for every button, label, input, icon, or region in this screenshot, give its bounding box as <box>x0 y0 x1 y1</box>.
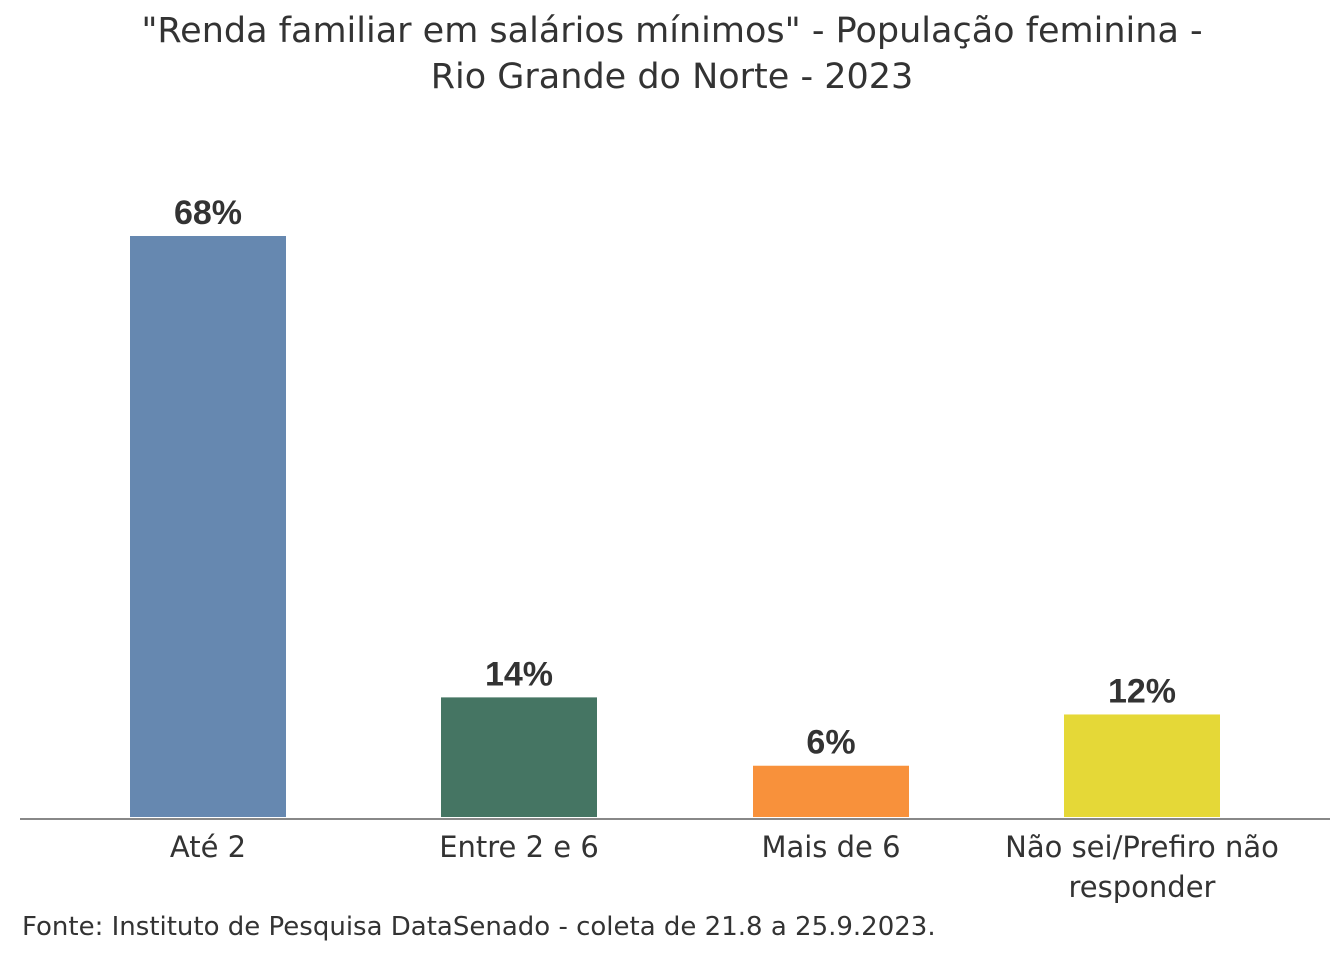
category-label-4-line-1: Não sei/Prefiro não <box>1005 830 1279 864</box>
data-label-2: 14% <box>485 655 553 693</box>
category-label-4-line-2: responder <box>1069 870 1216 904</box>
bar-3 <box>753 765 909 817</box>
data-label-4: 12% <box>1108 672 1176 710</box>
bar-1 <box>130 236 286 817</box>
source-note: Fonte: Instituto de Pesquisa DataSenado … <box>22 912 936 942</box>
data-label-1: 68% <box>174 194 242 232</box>
chart-title-line-2: Rio Grande do Norte - 2023 <box>430 57 914 97</box>
bars-group <box>130 236 1220 817</box>
category-label-3-line-1: Mais de 6 <box>761 830 900 864</box>
labels-group: 68% Até 2 14% Entre 2 e 6 6% Mais de 6 12% Não … <box>170 194 1279 904</box>
chart-title: "Renda familiar em salários mínimos" - P… <box>0 8 1344 100</box>
bar-2 <box>441 697 597 817</box>
bar-4 <box>1064 714 1220 817</box>
category-label-1-line-1: Até 2 <box>170 830 246 864</box>
category-label-2-line-1: Entre 2 e 6 <box>439 830 599 864</box>
chart-title-line-1: "Renda familiar em salários mínimos" - P… <box>141 11 1203 51</box>
data-label-3: 6% <box>806 724 855 762</box>
